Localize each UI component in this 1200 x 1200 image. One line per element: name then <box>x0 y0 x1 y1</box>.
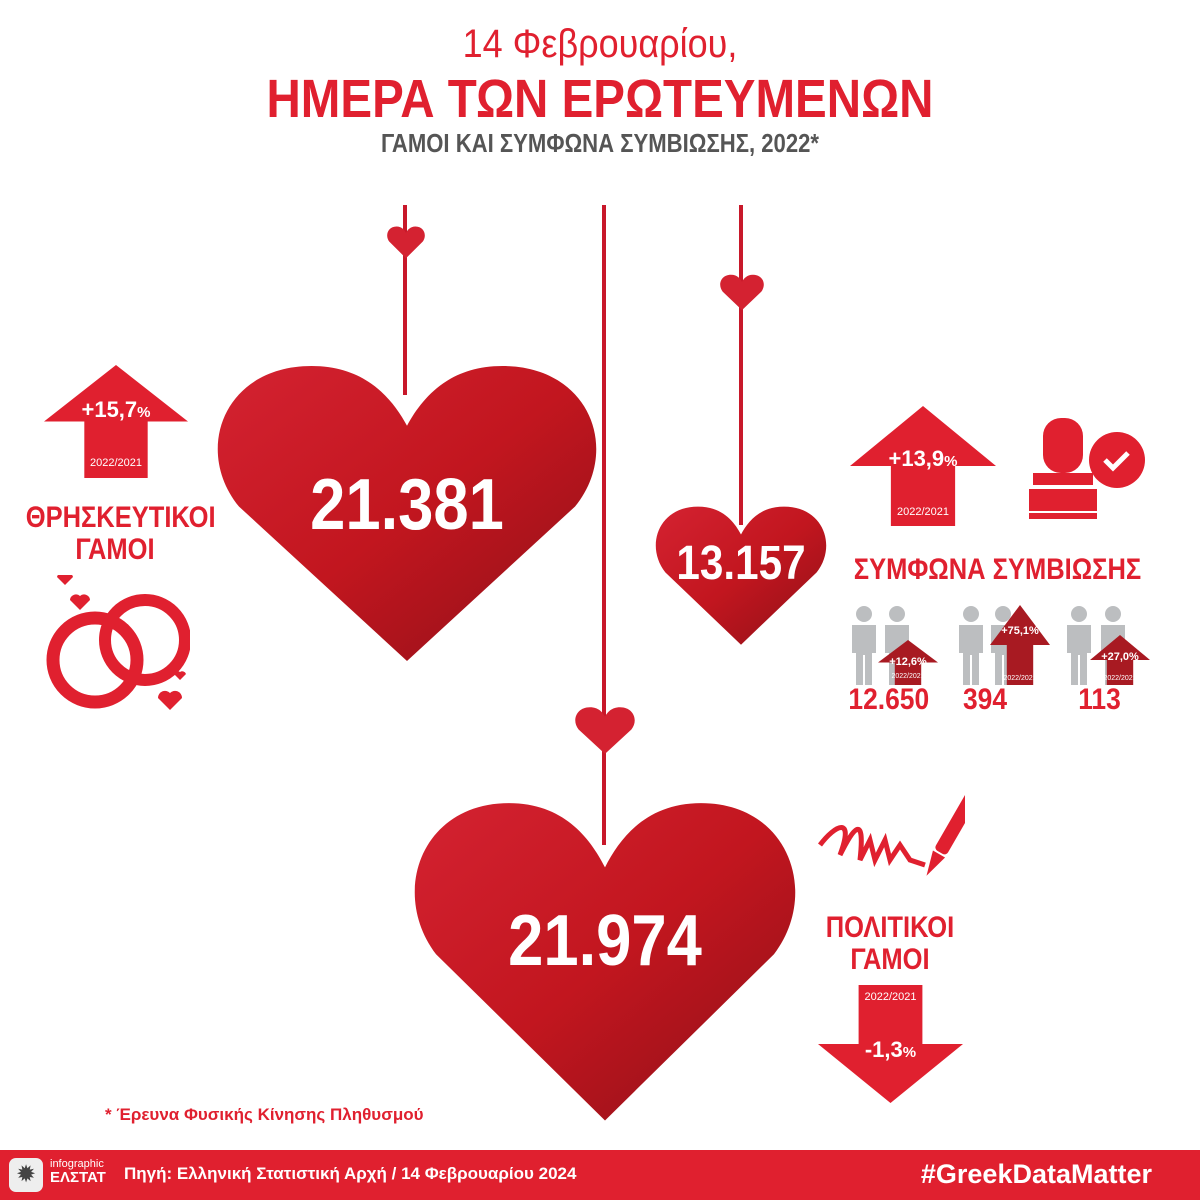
heart-string <box>739 205 743 525</box>
group-change: +27,0% <box>1101 651 1139 663</box>
civil-label: ΠΟΛΙΤΙΚΟΙ ΓΑΜΟΙ <box>809 912 971 976</box>
signature-pen-icon <box>818 789 965 876</box>
group-two-women: +27,0% 2022/2021 113 <box>1062 605 1162 716</box>
label-line: ΓΑΜΟΙ <box>850 943 930 976</box>
small-heart-icon <box>387 225 425 259</box>
logo-line: ΕΛΣΤΑΤ <box>50 1169 106 1186</box>
religious-change: +15,7 <box>81 397 138 422</box>
group-change: +12,6% <box>889 656 927 668</box>
group-two-men: +75,1% 2022/2021 394 <box>955 605 1055 716</box>
group-change: +75,1% <box>1001 625 1039 637</box>
group-value: 113 <box>1078 683 1121 716</box>
percent-sign: % <box>137 404 151 421</box>
logo-line: infographic <box>50 1158 104 1170</box>
hashtag: #GreekDataMatter <box>920 1159 1152 1189</box>
religious-marriages-heart: 21.381 <box>216 352 598 668</box>
percent-sign: % <box>944 453 958 470</box>
civil-marriages-heart: 21.974 <box>413 788 797 1128</box>
religious-marriages-value: 21.381 <box>310 465 504 545</box>
small-heart-icon <box>575 705 635 755</box>
group-period: 2022/2021 <box>1003 675 1037 682</box>
group-man-woman: +12,6% 2022/2021 12.650 <box>843 605 943 716</box>
label-line: ΘΡΗΣΚΕΥΤΙΚΟΙ <box>25 501 216 534</box>
cohabitation-period: 2022/2021 <box>897 506 949 518</box>
religious-label: ΘΡΗΣΚΕΥΤΙΚΟΙ ΓΑΜΟΙ <box>25 501 216 566</box>
cohabitation-change-arrow: +13,9% 2022/2021 <box>850 406 996 526</box>
civil-period: 2022/2021 <box>864 991 917 1003</box>
source-text: Πηγή: Ελληνική Στατιστική Αρχή / 14 Φεβρ… <box>124 1164 577 1183</box>
group-period: 2022/2021 <box>1103 675 1137 682</box>
small-heart-icon <box>720 273 764 311</box>
cohabitation-label: ΣΥΜΦΩΝΑ ΣΥΜΒΙΩΣΗΣ <box>853 553 1142 586</box>
percent-sign: % <box>902 1044 917 1061</box>
label-line: ΠΟΛΙΤΙΚΟΙ <box>825 911 955 944</box>
heart-string <box>403 205 407 395</box>
wedding-rings-icon <box>46 575 190 710</box>
stamp-icon <box>1029 418 1145 519</box>
group-value: 394 <box>962 683 1008 716</box>
elstat-logo-icon: ✹ <box>9 1158 43 1192</box>
heart-string <box>602 205 606 845</box>
group-change-arrow: +75,1% 2022/2021 <box>990 605 1050 685</box>
label-line: ΓΑΜΟΙ <box>75 533 155 566</box>
group-value: 12.650 <box>848 683 930 716</box>
civil-change-arrow: 2022/2021 -1,3% <box>818 985 963 1103</box>
page-title: ΗΜΕΡΑ ΤΩΝ ΕΡΩΤΕΥΜΕΝΩΝ <box>266 69 934 129</box>
group-change-arrow: +12,6% 2022/2021 <box>878 640 938 685</box>
religious-change-arrow: +15,7% 2022/2021 <box>44 365 188 478</box>
cohabitation-value: 13.157 <box>676 537 806 590</box>
logo-text: infographic ΕΛΣΤΑΤ <box>50 1158 106 1186</box>
title-date: 14 Φεβρουαρίου, <box>462 22 738 66</box>
page-subtitle: ΓΑΜΟΙ ΚΑΙ ΣΥΜΦΩΝΑ ΣΥΜΒΙΩΣΗΣ, 2022* <box>380 128 820 158</box>
group-period: 2022/2021 <box>891 673 925 680</box>
cohabitation-heart: 13.157 <box>655 500 827 648</box>
cohabitation-change: +13,9 <box>888 446 945 471</box>
footer: ✹ infographic ΕΛΣΤΑΤ Πηγή: Ελληνική Στατι… <box>0 1150 1200 1200</box>
civil-change: -1,3 <box>864 1037 903 1062</box>
religious-period: 2022/2021 <box>90 457 142 469</box>
group-change-arrow: +27,0% 2022/2021 <box>1090 635 1150 685</box>
civil-marriages-value: 21.974 <box>508 901 702 981</box>
footnote: * Έρευνα Φυσικής Κίνησης Πληθυσμού <box>105 1105 424 1124</box>
